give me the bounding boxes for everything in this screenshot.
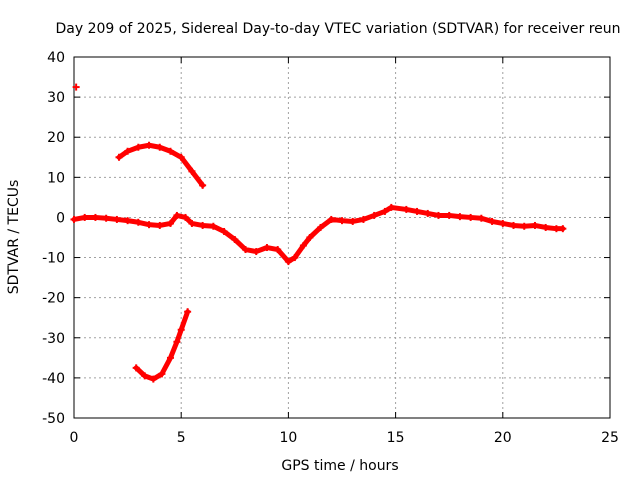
axis-ticks: -50 -40 -30 -20 -10 0 10 20 30 40 0 5 10 15 20 25	[42, 50, 619, 446]
data-point	[291, 254, 299, 262]
data-point	[434, 211, 442, 219]
data-point	[499, 219, 507, 227]
data-point	[424, 209, 432, 217]
x-tick-label: 5	[177, 430, 186, 446]
data-point	[177, 326, 185, 334]
series-upper-arc	[116, 142, 206, 188]
data-point	[115, 153, 123, 161]
data-point	[456, 213, 464, 221]
data-point	[113, 215, 121, 223]
data-point	[184, 308, 192, 316]
data-point	[188, 219, 196, 227]
data-point	[306, 234, 314, 241]
x-tick-label: 15	[387, 430, 405, 446]
y-tick-label: -20	[42, 291, 65, 307]
y-tick-label: -50	[42, 411, 65, 427]
data-point	[141, 372, 149, 380]
data-point	[199, 221, 207, 229]
data-point	[145, 141, 153, 149]
data-point	[166, 354, 174, 362]
data-point	[387, 203, 395, 211]
data-point	[349, 217, 357, 225]
data-point	[338, 217, 346, 225]
data-point	[177, 153, 185, 161]
y-axis-label: SDTVAR / TECUs	[6, 180, 22, 295]
x-tick-label: 10	[279, 430, 297, 446]
data-point	[510, 221, 518, 229]
data-point	[158, 370, 166, 378]
data-point	[145, 221, 153, 229]
data-point	[299, 242, 307, 250]
x-axis-label: GPS time / hours	[281, 458, 398, 474]
data-point	[166, 147, 174, 155]
data-point	[531, 221, 539, 229]
data-point	[467, 213, 475, 221]
data-point	[220, 227, 228, 235]
data-point	[156, 143, 164, 151]
data-point	[199, 181, 207, 189]
data-point	[124, 217, 132, 225]
data-point	[81, 213, 89, 221]
data-point	[173, 338, 181, 346]
series-lower-arc	[133, 309, 191, 382]
data-point	[72, 83, 80, 91]
data-point	[188, 167, 196, 175]
data-point	[488, 217, 496, 225]
data-point	[124, 147, 132, 155]
grid-lines	[74, 57, 610, 418]
data-point	[552, 225, 560, 233]
data-point	[209, 222, 217, 230]
series-main-trace	[71, 204, 566, 265]
y-tick-label: 40	[47, 50, 65, 66]
y-tick-label: 30	[47, 90, 65, 106]
x-tick-label: 20	[494, 430, 512, 446]
data-point	[252, 248, 260, 256]
data-point	[402, 205, 410, 213]
data-point	[91, 213, 99, 221]
data-point	[231, 236, 239, 244]
data-point	[134, 143, 142, 151]
data-point	[359, 215, 367, 223]
data-point	[156, 221, 164, 229]
data-point	[132, 364, 140, 372]
data-point	[102, 214, 110, 222]
data-point	[413, 207, 421, 215]
data-point	[381, 207, 389, 215]
data-point	[70, 215, 78, 223]
x-tick-label: 0	[70, 430, 79, 446]
data-point	[542, 223, 550, 231]
y-tick-label: -30	[42, 331, 65, 347]
y-tick-label: -10	[42, 251, 65, 267]
data-point	[284, 258, 292, 266]
y-tick-label: -40	[42, 371, 65, 387]
data-point	[477, 214, 485, 222]
y-tick-label: 10	[47, 170, 65, 186]
data-point	[134, 218, 142, 226]
data-point	[173, 211, 181, 219]
data-point	[181, 213, 189, 221]
y-tick-label: 20	[47, 130, 65, 146]
plot-frame	[73, 56, 611, 419]
data-point	[559, 225, 567, 233]
chart-title: Day 209 of 2025, Sidereal Day-to-day VTE…	[55, 21, 620, 37]
data-point	[445, 211, 453, 219]
data-point	[370, 211, 378, 219]
data-point	[317, 223, 325, 231]
data-point	[166, 219, 174, 227]
data-point	[242, 246, 250, 254]
data-point	[520, 222, 528, 230]
data-point	[263, 244, 271, 252]
y-tick-label: 0	[56, 210, 65, 226]
data-point	[327, 215, 335, 223]
data-point	[274, 246, 282, 254]
data-point	[149, 375, 157, 383]
x-tick-label: 25	[601, 430, 619, 446]
data-series	[70, 83, 567, 383]
